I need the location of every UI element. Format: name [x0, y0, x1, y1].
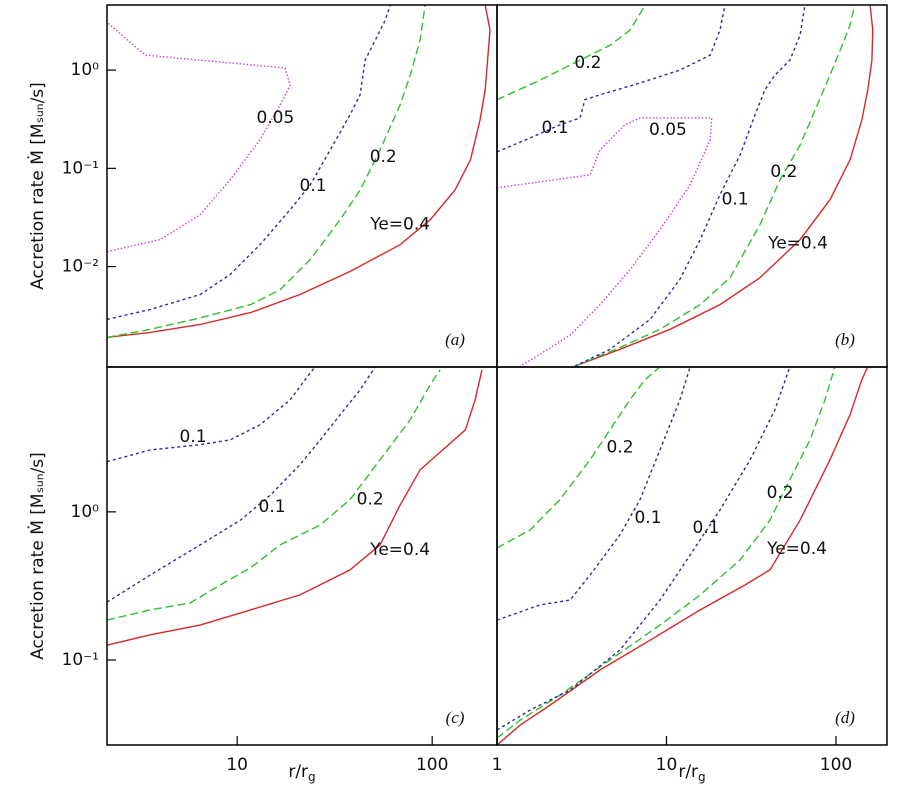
contour-label: 0.05: [649, 120, 687, 140]
contour-label: 0.1: [259, 497, 286, 517]
contour-line: [107, 367, 376, 603]
contour-label: 0.1: [180, 427, 207, 447]
contour-line: [107, 369, 441, 621]
x-tick-label: 10: [656, 755, 678, 775]
contour-line: [107, 369, 483, 646]
contour-label: Ye=0.4: [767, 234, 828, 254]
y-tick-label: 10⁻²: [62, 257, 99, 277]
panel-label: (b): [835, 330, 855, 349]
panel-frame: [106, 366, 498, 746]
contour-line: [497, 117, 713, 367]
x-axis-label-main: r/r: [678, 762, 698, 782]
x-axis-label: r/rg: [678, 762, 705, 784]
panel-label: (a): [445, 330, 465, 349]
x-axis-label-sub: g: [698, 770, 706, 784]
panel-frame: [496, 366, 888, 746]
x-tick-label: 1: [492, 755, 503, 775]
contour-line: [497, 367, 661, 549]
contour-line: [497, 367, 691, 621]
contour-line: [107, 5, 491, 339]
x-axis-label-sub: g: [308, 770, 316, 784]
plot-area: [497, 5, 874, 367]
contour-label: 0.1: [722, 190, 749, 210]
contour-label: Ye=0.4: [369, 215, 430, 235]
contour-label: Ye=0.4: [766, 539, 827, 559]
contour-line: [107, 5, 426, 339]
x-tick-label: 10: [226, 755, 248, 775]
x-axis-label: r/rg: [288, 762, 315, 784]
contour-label: 0.2: [574, 53, 601, 73]
panel-label: (d): [835, 708, 855, 727]
contour-label: 0.2: [357, 490, 384, 510]
y-axis-label: Accretion rate Ṁ [Mₛᵤₙ/s]: [27, 82, 48, 290]
contour-line: [107, 5, 391, 321]
contour-label: 0.1: [300, 176, 327, 196]
plot-area: [497, 367, 869, 745]
plot-area: [107, 367, 483, 646]
panel-label: (c): [446, 708, 465, 727]
x-tick-label: 100: [416, 755, 448, 775]
contour-line: [574, 5, 874, 367]
contour-label: 0.1: [542, 118, 569, 138]
contour-line: [574, 5, 806, 367]
contour-label: 0.2: [370, 147, 397, 167]
contour-label: 0.1: [692, 518, 719, 538]
contour-label: 0.2: [607, 438, 634, 458]
contour-label: Ye=0.4: [369, 540, 430, 560]
y-tick-label: 10⁰: [71, 60, 100, 80]
contour-line: [497, 5, 726, 153]
contour-label: 0.2: [767, 483, 794, 503]
y-tick-label: 10⁻¹: [62, 650, 99, 670]
y-axis-label: Accretion rate Ṁ [Mₛᵤₙ/s]: [27, 452, 48, 660]
y-tick-label: 10⁰: [71, 502, 100, 522]
contour-line: [497, 367, 869, 745]
x-tick-label: 100: [820, 755, 852, 775]
contour-label: 0.05: [256, 108, 294, 128]
contour-line: [497, 367, 836, 739]
contour-line: [497, 367, 791, 731]
contour-line: [497, 5, 646, 101]
contour-line: [107, 21, 291, 253]
contour-label: 0.2: [770, 162, 797, 182]
contour-line: [574, 5, 856, 367]
contour-line: [107, 367, 316, 463]
x-axis-label-main: r/r: [288, 762, 308, 782]
y-tick-label: 10⁻¹: [62, 158, 99, 178]
contour-label: 0.1: [634, 508, 661, 528]
plot-area: [107, 5, 491, 339]
panel-frame: [496, 4, 888, 368]
